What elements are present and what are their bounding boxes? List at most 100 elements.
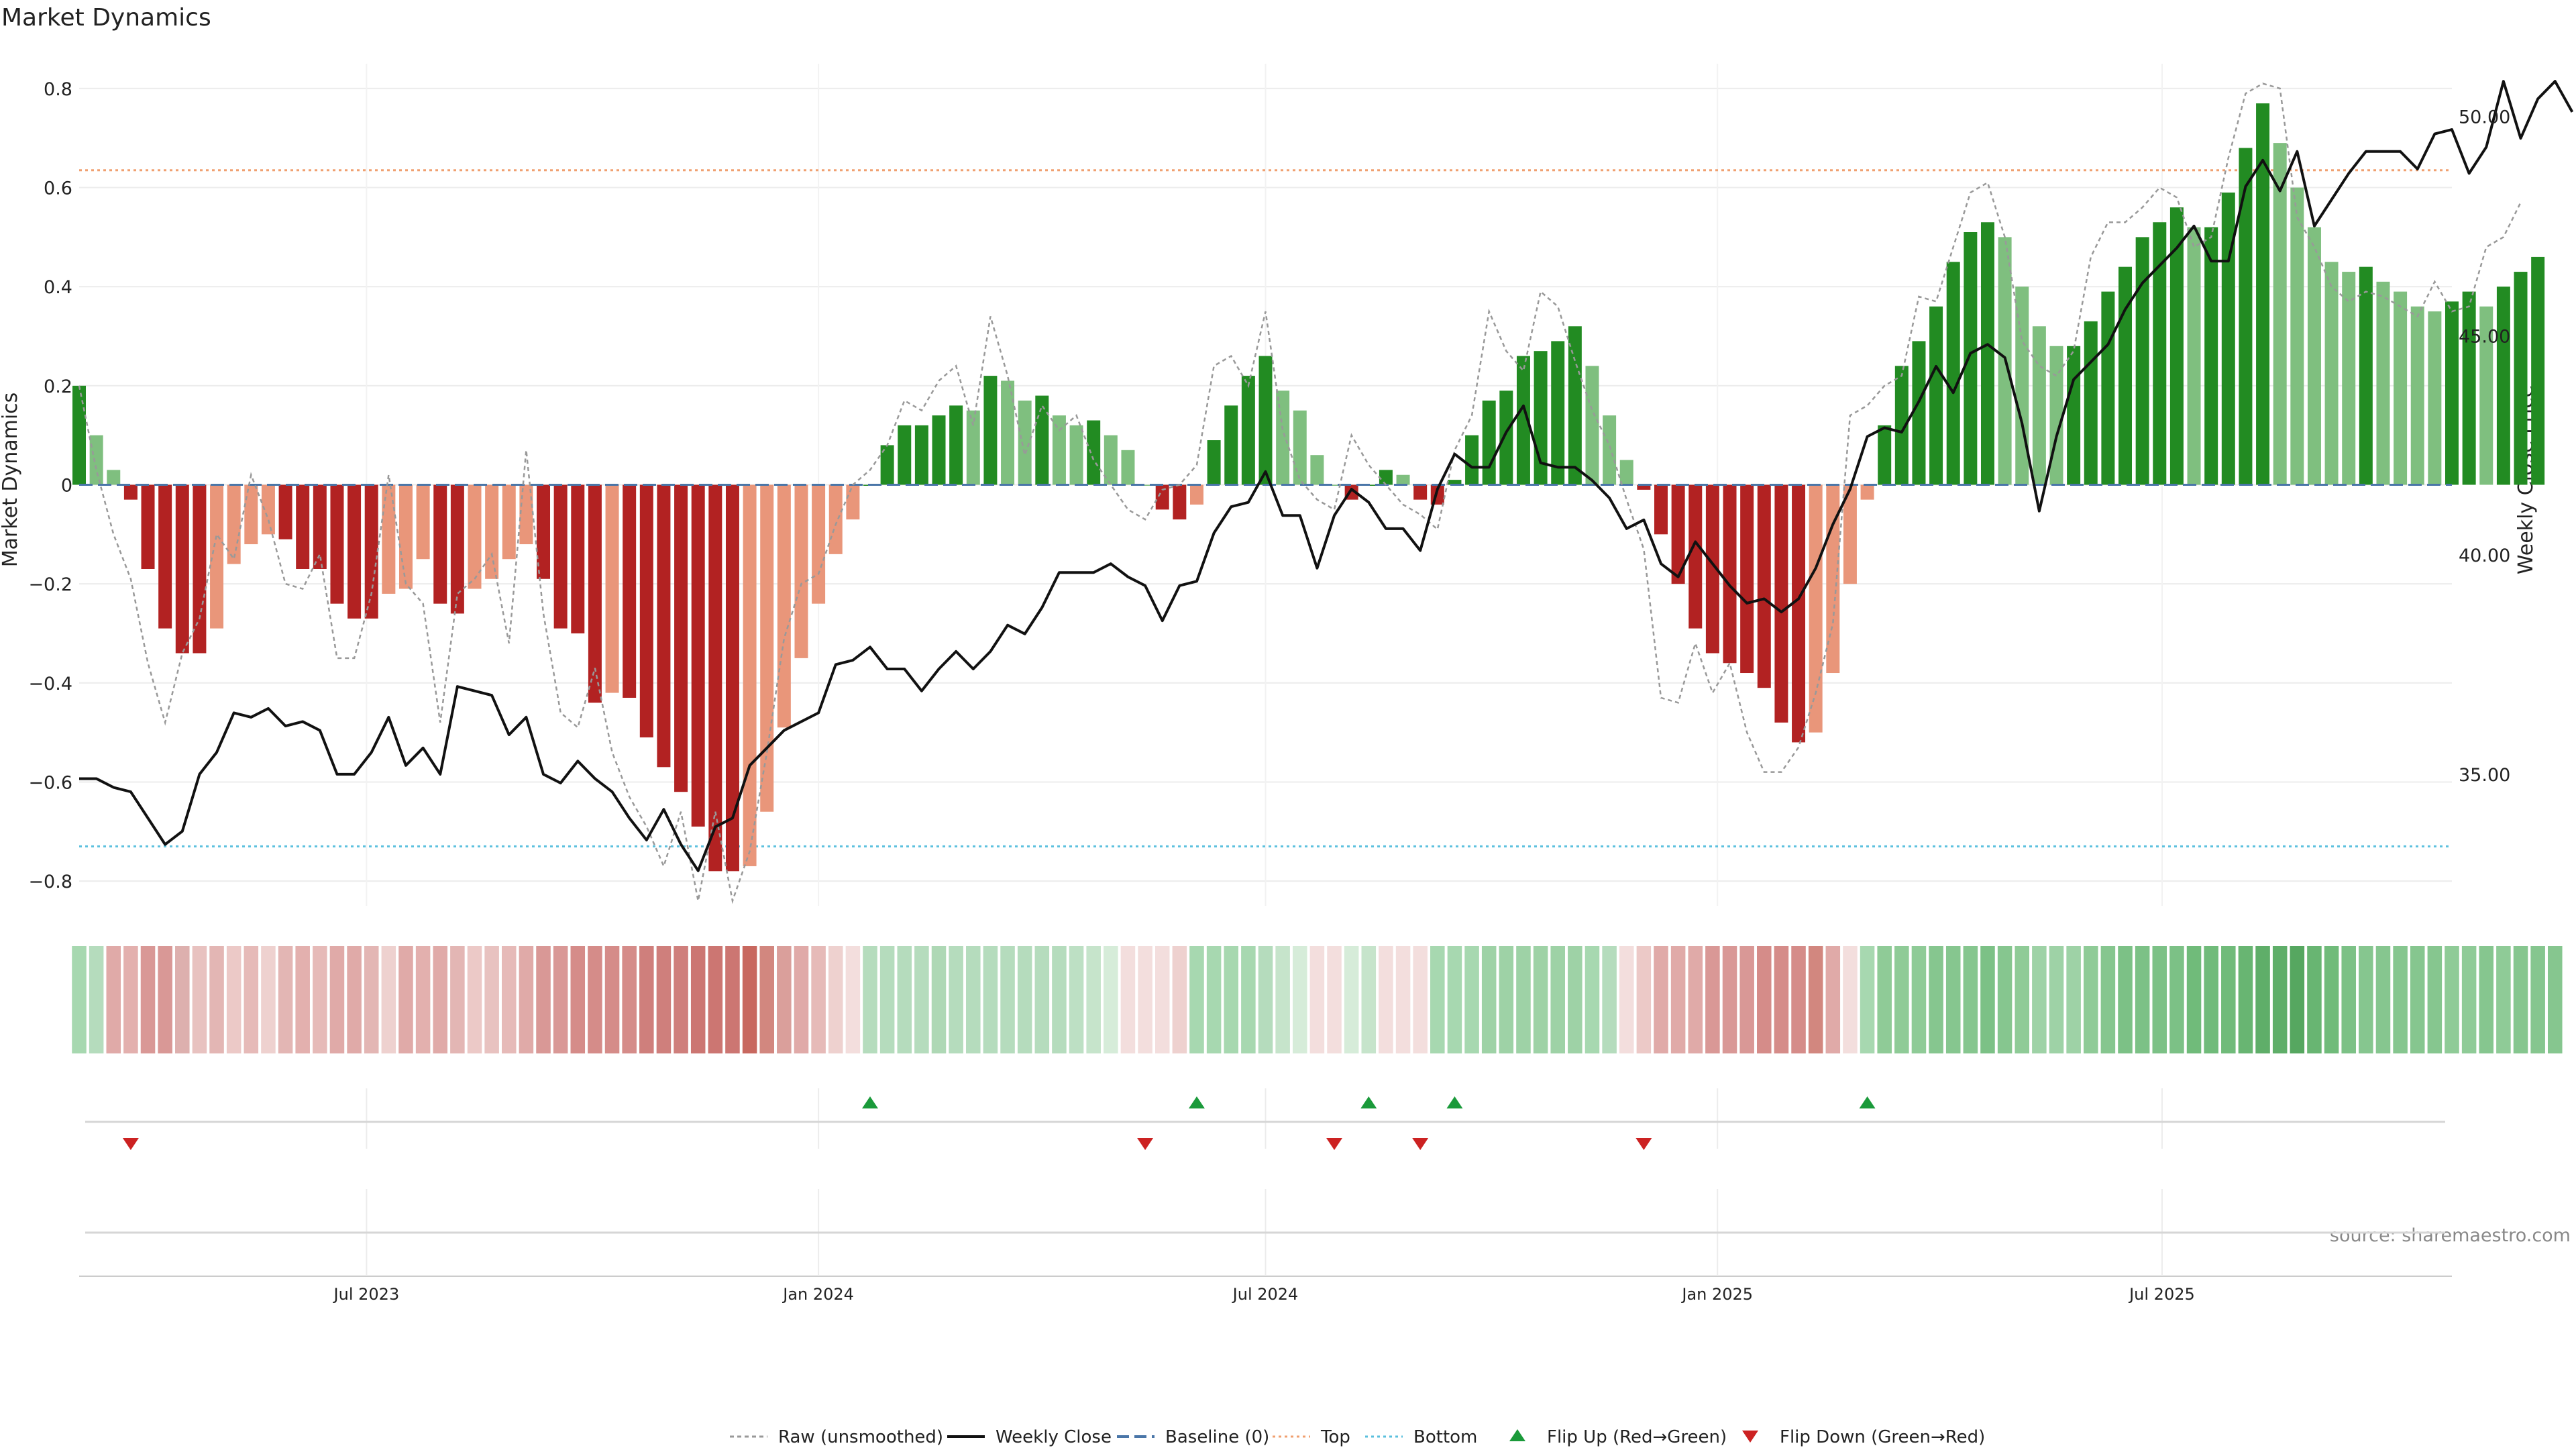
y2-tick-label: 45.00	[2459, 326, 2510, 347]
strip-cell	[914, 946, 929, 1053]
bar	[72, 385, 86, 485]
strip-cell	[1155, 946, 1170, 1053]
bar	[1860, 484, 1874, 500]
strip-cell	[106, 946, 121, 1053]
strip-cell	[863, 946, 877, 1053]
flip-down-marker	[1412, 1138, 1429, 1150]
strip-cell	[2204, 946, 2218, 1053]
weekly-close-line	[79, 80, 2574, 872]
bar	[1499, 391, 1513, 485]
bar	[450, 484, 464, 614]
bar	[1104, 435, 1118, 485]
bar	[1396, 474, 1410, 485]
bar	[141, 484, 155, 569]
bar	[1878, 425, 1892, 485]
strip-cell	[1894, 946, 1909, 1053]
bar	[1740, 484, 1754, 674]
strip-cell	[708, 946, 723, 1053]
strip-cell	[1843, 946, 1858, 1053]
strip-cell	[1481, 946, 1497, 1053]
strip-cell	[450, 946, 465, 1053]
strip-cell	[639, 946, 654, 1053]
strip-cell	[1138, 946, 1152, 1053]
x-tick-label: Jul 2025	[2128, 1285, 2195, 1304]
strip-cell	[828, 946, 843, 1053]
bar	[880, 445, 894, 485]
bar	[1482, 401, 1496, 485]
flip-down-marker	[1137, 1138, 1154, 1150]
flip-up-marker	[1360, 1096, 1377, 1108]
flip-up-marker	[1188, 1096, 1205, 1108]
bar	[605, 484, 619, 693]
strip-cell	[759, 946, 774, 1053]
strip-cell	[2255, 946, 2270, 1053]
strip-cell	[1860, 946, 1875, 1053]
bar	[1654, 484, 1668, 535]
strip-cell	[1120, 946, 1136, 1053]
strip-cell	[347, 946, 362, 1053]
y-tick-label: 0.6	[44, 178, 72, 199]
bar	[2394, 291, 2408, 485]
bar	[347, 484, 362, 619]
strip-cell	[1877, 946, 1892, 1053]
strip-cell	[1379, 946, 1393, 1053]
strip-cell	[1104, 946, 1118, 1053]
bar	[1964, 232, 1978, 485]
bar	[1241, 376, 1255, 485]
strip-cell	[845, 946, 861, 1053]
bar	[2428, 311, 2442, 485]
bar	[123, 484, 138, 500]
bar	[571, 484, 585, 633]
bar	[725, 484, 739, 872]
bar	[107, 470, 121, 485]
bar	[2221, 192, 2235, 485]
strip-cell	[1292, 946, 1307, 1053]
bar	[2101, 291, 2115, 485]
strip-cell	[536, 946, 551, 1053]
bar	[1001, 380, 1015, 485]
bar	[1671, 484, 1685, 584]
bar	[2307, 227, 2321, 485]
strip-cell	[897, 946, 912, 1053]
strip-cell	[398, 946, 413, 1053]
bar	[398, 484, 413, 589]
strip-cell	[2479, 946, 2494, 1053]
strip-cell	[1034, 946, 1050, 1053]
strip-cell	[2341, 946, 2356, 1053]
y-tick-label: −0.4	[28, 674, 72, 694]
bar	[639, 484, 653, 737]
bar	[502, 484, 516, 560]
bar	[2290, 187, 2304, 485]
strip-cell	[656, 946, 672, 1053]
strip-cell	[1705, 946, 1720, 1053]
strip-cell	[1585, 946, 1600, 1053]
bar	[1413, 484, 1428, 500]
y-tick-label: −0.8	[28, 872, 72, 892]
strip-cell	[226, 946, 241, 1053]
strip-cell	[622, 946, 637, 1053]
strip-cell	[1069, 946, 1084, 1053]
strip-cell	[1636, 946, 1652, 1053]
strip-cell	[2049, 946, 2064, 1053]
source-label: source: sharemaestro.com	[2330, 1225, 2571, 1246]
bar	[983, 376, 998, 485]
strip-cell	[2186, 946, 2202, 1053]
strip-cell	[1189, 946, 1204, 1053]
strip-cell	[1430, 946, 1445, 1053]
strip-cell	[742, 946, 757, 1053]
bar	[743, 484, 757, 866]
chart-title: Market Dynamics	[1, 4, 211, 32]
bar	[1207, 440, 1221, 485]
bar	[2496, 287, 2510, 485]
bar	[1052, 415, 1066, 485]
strip-cell	[2118, 946, 2133, 1053]
bar	[2118, 266, 2133, 485]
strip-cell	[1172, 946, 1187, 1053]
bar	[760, 484, 774, 812]
strip-cell	[415, 946, 431, 1053]
bar	[1774, 484, 1788, 723]
strip-cell	[2221, 946, 2236, 1053]
strip-cell	[329, 946, 345, 1053]
bar	[2359, 266, 2373, 485]
